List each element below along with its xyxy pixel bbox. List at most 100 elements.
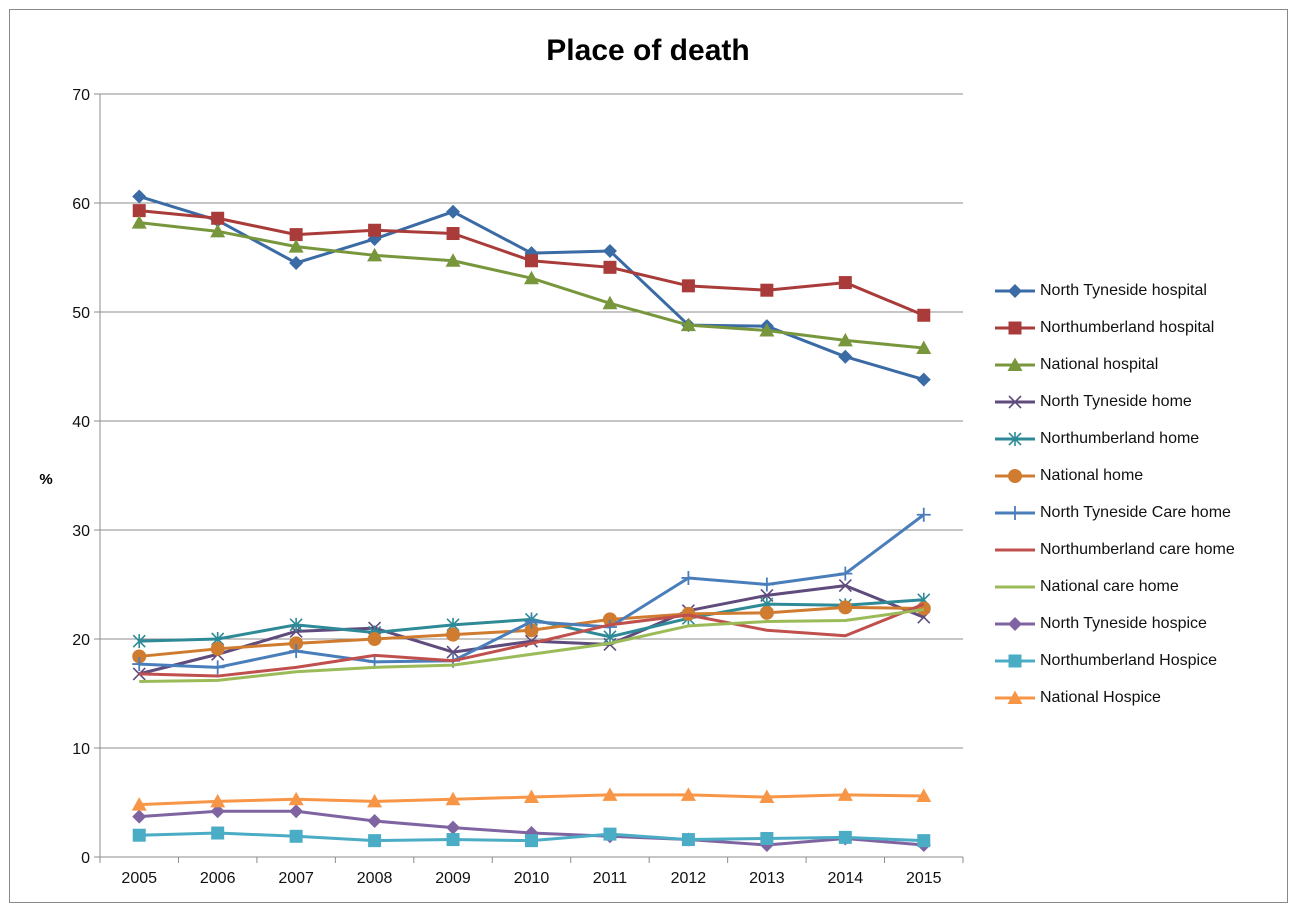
data-point (680, 317, 696, 332)
legend-item: Northumberland home (993, 420, 1283, 457)
legend-label: Northumberland Hospice (1040, 651, 1217, 669)
data-point (289, 228, 303, 242)
legend-label: North Tyneside home (1040, 392, 1192, 410)
legend-label: National home (1040, 466, 1144, 484)
data-point (916, 507, 931, 522)
chart-title: Place of death (546, 34, 749, 67)
legend-item: North Tyneside hospital (993, 272, 1283, 309)
legend-swatch (995, 394, 1035, 409)
legend-label: North Tyneside hospice (1040, 614, 1207, 632)
data-point (211, 211, 225, 225)
data-point (602, 787, 618, 801)
legend-swatch (995, 654, 1035, 667)
legend-label: Northumberland home (1040, 429, 1200, 447)
data-point (446, 204, 461, 219)
data-point (210, 641, 225, 656)
data-point (132, 667, 146, 681)
y-axis-ticks: 0 10 20 30 40 50 60 70 (72, 87, 90, 867)
data-point (367, 632, 382, 646)
y-tick-label: 20 (72, 632, 90, 649)
legend-marker (1008, 321, 1022, 334)
legend-item: North Tyneside Care home (993, 494, 1283, 531)
data-point (446, 227, 460, 241)
legend-item: Northumberland care home (993, 531, 1283, 568)
data-point (289, 636, 304, 651)
data-point (445, 791, 461, 806)
data-point (680, 787, 696, 801)
data-point (132, 649, 147, 664)
data-point (838, 600, 853, 615)
data-point (445, 253, 461, 267)
data-point (132, 657, 147, 672)
data-point (367, 814, 382, 829)
legend: North Tyneside hospital Northumberland ho… (993, 272, 1283, 716)
data-point (367, 793, 383, 808)
legend-marker (1008, 616, 1022, 631)
data-point (759, 577, 774, 592)
gridlines (94, 93, 964, 863)
series-line (138, 195, 925, 382)
legend-label: North Tyneside hospital (1040, 281, 1207, 299)
data-point (289, 255, 304, 270)
data-point (289, 804, 304, 819)
data-point (446, 820, 461, 835)
data-point (210, 660, 225, 675)
data-point (367, 247, 383, 262)
data-point (288, 239, 304, 253)
legend-label: National hospital (1040, 355, 1159, 373)
data-point (132, 204, 146, 218)
data-point (132, 828, 146, 842)
data-point (838, 579, 852, 593)
data-point (760, 831, 774, 845)
data-point (524, 614, 539, 629)
y-tick-label: 70 (72, 87, 90, 104)
legend-label: Northumberland care home (1040, 540, 1235, 558)
data-point (524, 789, 539, 804)
data-point (916, 340, 932, 354)
data-point (917, 834, 931, 848)
data-point (525, 254, 538, 268)
data-point (602, 612, 617, 627)
data-point (760, 283, 774, 297)
legend-item: National hospital (993, 346, 1283, 383)
data-point (368, 223, 382, 237)
y-tick-label: 60 (72, 196, 90, 213)
legend-item: National care home (993, 568, 1283, 605)
data-point (289, 617, 303, 632)
legend-label: National care home (1040, 577, 1179, 595)
legend-marker (1007, 690, 1023, 704)
data-point (131, 797, 147, 811)
legend-item: National home (993, 457, 1283, 494)
legend-marker (1008, 505, 1022, 520)
series-line (139, 602, 925, 678)
series-national-home (132, 600, 931, 664)
data-point (132, 634, 146, 649)
legend-label: Northumberland hospital (1040, 318, 1215, 336)
data-point (131, 215, 147, 229)
series-northumberland-hospice (132, 826, 931, 848)
series-layer (131, 189, 932, 853)
data-point (838, 830, 852, 844)
data-point (210, 793, 226, 808)
data-point (289, 829, 303, 843)
x-tick-label: 2005 (121, 870, 157, 887)
data-point (446, 645, 460, 659)
data-point (759, 789, 775, 804)
data-point (681, 570, 696, 585)
data-point (289, 643, 304, 658)
data-point (916, 788, 932, 802)
legend-swatch (995, 548, 1035, 551)
x-tick-label: 2010 (514, 870, 550, 887)
legend-item: Northumberland hospital (993, 309, 1283, 346)
y-tick-label: 10 (72, 741, 90, 758)
data-point (838, 349, 853, 364)
legend-item: North Tyneside home (993, 383, 1283, 420)
legend-swatch (995, 585, 1035, 588)
data-point (525, 834, 538, 848)
legend-swatch (995, 431, 1035, 446)
legend-swatch (995, 321, 1035, 334)
chart-frame (9, 9, 1288, 903)
data-point (916, 601, 931, 616)
series-line (139, 608, 924, 684)
